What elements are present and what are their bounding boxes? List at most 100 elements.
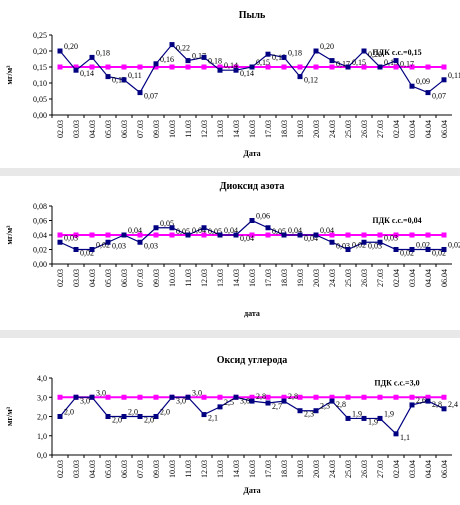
data-marker bbox=[153, 414, 159, 419]
data-marker bbox=[265, 400, 271, 406]
x-tick-label: 09.03 bbox=[152, 269, 161, 287]
data-marker bbox=[265, 51, 271, 57]
threshold-marker bbox=[329, 394, 335, 400]
threshold-marker bbox=[409, 232, 415, 238]
threshold-marker bbox=[89, 232, 95, 238]
threshold-marker bbox=[105, 64, 111, 70]
x-tick-label: 02.04 bbox=[392, 460, 401, 478]
x-tick-label: 24.03 bbox=[328, 460, 337, 478]
data-marker bbox=[425, 90, 431, 96]
data-label: 0,18 bbox=[96, 48, 110, 57]
data-marker bbox=[377, 239, 383, 245]
y-tick-label: 0,25 bbox=[33, 31, 47, 40]
threshold-marker bbox=[425, 232, 431, 238]
threshold-marker bbox=[185, 64, 191, 70]
data-label: 0,18 bbox=[208, 56, 222, 65]
data-marker bbox=[73, 247, 79, 252]
data-marker bbox=[233, 232, 239, 238]
x-tick-label: 17.03 bbox=[264, 120, 273, 138]
data-marker bbox=[57, 48, 63, 54]
data-marker bbox=[57, 239, 63, 245]
y-tick-label: 0,0 bbox=[37, 451, 47, 460]
y-tick-label: 4,0 bbox=[37, 374, 47, 383]
x-tick-label: 09.03 bbox=[152, 460, 161, 478]
data-label: 3,0 bbox=[192, 388, 202, 397]
threshold-marker bbox=[425, 394, 431, 400]
threshold-marker bbox=[201, 64, 207, 70]
threshold-marker bbox=[57, 232, 63, 238]
threshold-marker bbox=[361, 394, 367, 400]
data-marker bbox=[201, 225, 207, 231]
data-label: 0,02 bbox=[400, 249, 414, 258]
data-label: 0,19 bbox=[272, 53, 286, 62]
data-label: 2,3 bbox=[304, 410, 314, 419]
threshold-marker bbox=[105, 394, 111, 400]
data-marker bbox=[89, 54, 95, 60]
data-label: 0,20 bbox=[320, 42, 334, 51]
threshold-marker bbox=[121, 394, 127, 400]
data-label: 0,06 bbox=[256, 212, 270, 221]
data-label: 0,14 bbox=[240, 69, 254, 78]
x-tick-label: 03.03 bbox=[72, 120, 81, 138]
threshold-marker bbox=[329, 64, 335, 70]
data-marker bbox=[313, 408, 319, 414]
data-marker bbox=[297, 408, 303, 414]
data-label: 1,9 bbox=[352, 409, 362, 418]
data-label: 0,05 bbox=[176, 227, 190, 236]
data-marker bbox=[249, 218, 255, 223]
data-label: 2,0 bbox=[144, 416, 154, 425]
x-tick-label: 13.03 bbox=[216, 460, 225, 478]
threshold-marker bbox=[281, 64, 287, 70]
data-marker bbox=[185, 58, 191, 64]
x-tick-label: 03.04 bbox=[408, 120, 417, 138]
threshold-marker bbox=[233, 64, 239, 70]
data-marker bbox=[249, 64, 255, 70]
threshold-marker bbox=[153, 232, 159, 238]
x-tick-label: 06.03 bbox=[120, 120, 129, 138]
data-marker bbox=[313, 48, 319, 54]
x-tick-label: 05.03 bbox=[104, 120, 113, 138]
x-tick-label: 06.03 bbox=[120, 460, 129, 478]
y-axis-label: мг/м³ bbox=[5, 65, 14, 85]
threshold-marker bbox=[73, 232, 79, 238]
data-marker bbox=[281, 232, 287, 238]
x-axis-label: Дата bbox=[243, 149, 260, 158]
data-label: 2,8 bbox=[288, 392, 298, 401]
data-label: 0,15 bbox=[384, 58, 398, 67]
data-marker bbox=[409, 247, 415, 252]
chart-title: Диоксид азота bbox=[220, 181, 285, 192]
y-tick-label: 0,00 bbox=[33, 260, 47, 269]
x-tick-label: 04.04 bbox=[424, 120, 433, 138]
x-tick-label: 04.03 bbox=[88, 460, 97, 478]
data-label: 3,0 bbox=[240, 396, 250, 405]
data-label: 0,03 bbox=[64, 233, 78, 242]
threshold-marker bbox=[345, 394, 351, 400]
data-marker bbox=[281, 398, 287, 404]
data-label: 0,12 bbox=[304, 76, 318, 85]
data-label: 0,04 bbox=[320, 226, 334, 235]
threshold-marker bbox=[153, 394, 159, 400]
data-marker bbox=[217, 232, 223, 238]
data-marker bbox=[137, 414, 143, 419]
x-tick-label: 16.03 bbox=[248, 460, 257, 478]
x-tick-label: 11.03 bbox=[184, 120, 193, 138]
threshold-marker bbox=[329, 232, 335, 238]
y-tick-label: 0,10 bbox=[33, 79, 47, 88]
x-tick-label: 19.03 bbox=[296, 269, 305, 287]
data-label: 0,07 bbox=[144, 92, 158, 101]
y-tick-label: 0,04 bbox=[33, 231, 47, 240]
x-tick-label: 24.03 bbox=[328, 269, 337, 287]
threshold-marker bbox=[441, 394, 447, 400]
data-marker bbox=[217, 67, 223, 73]
data-label: 2,7 bbox=[272, 402, 282, 411]
data-marker bbox=[105, 74, 111, 80]
x-axis-label: дата bbox=[244, 309, 260, 318]
data-label: 2,0 bbox=[64, 408, 74, 417]
threshold-marker bbox=[409, 394, 415, 400]
data-marker bbox=[393, 247, 399, 252]
data-marker bbox=[201, 54, 207, 60]
data-label: 3,0 bbox=[96, 388, 106, 397]
data-marker bbox=[185, 232, 191, 238]
y-tick-label: 2,0 bbox=[37, 413, 47, 422]
x-tick-label: 02.04 bbox=[392, 269, 401, 287]
